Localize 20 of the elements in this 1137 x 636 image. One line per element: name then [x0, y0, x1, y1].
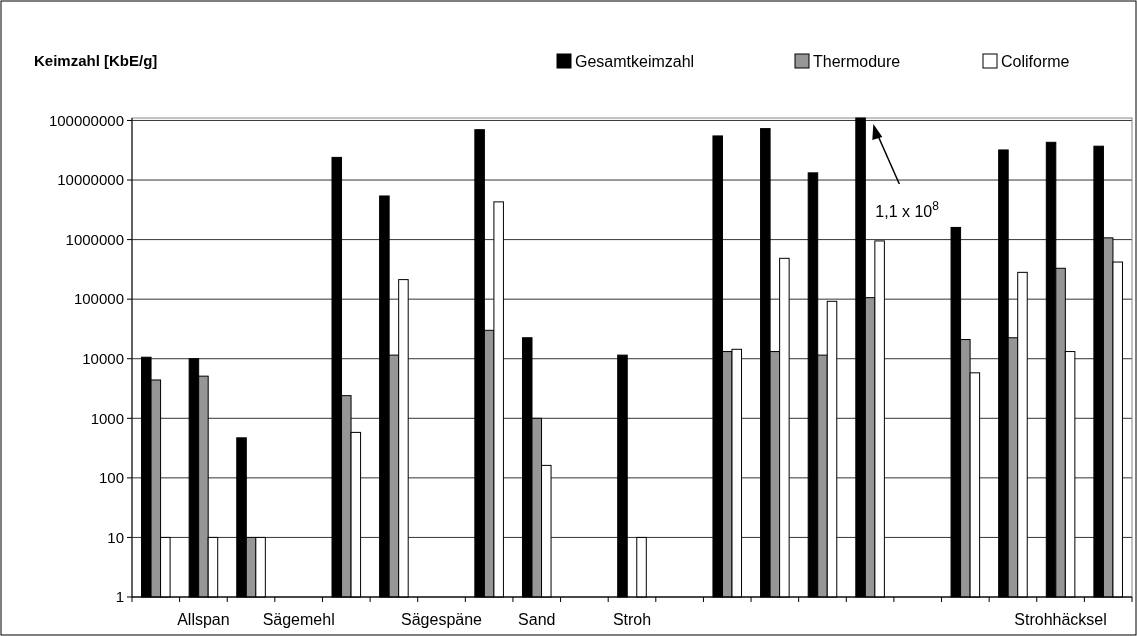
x-tick-label: Allspan	[177, 611, 230, 628]
y-tick-label: 10000000	[57, 171, 124, 189]
x-tick-label: Sand	[518, 611, 556, 628]
y-tick-label: 10	[107, 528, 124, 546]
x-tick-label: Sägemehl	[262, 611, 335, 628]
y-tick-label: 100000	[73, 290, 124, 308]
legend-label: Thermodure	[813, 53, 901, 70]
y-tick-label: 100	[98, 469, 124, 487]
legend-label: Coliforme	[1001, 53, 1070, 70]
y-tick-label: 1	[115, 588, 124, 606]
x-tick-label: Stroh	[612, 611, 652, 628]
annotation: 1,1 x 10$^{8}$	[875, 199, 940, 220]
y-tick-label: 1000	[90, 409, 124, 427]
legend-label: Gesamtkeimzahl	[575, 53, 695, 70]
y-tick-label: 1000000	[65, 230, 124, 248]
x-tick-label: Strohhäcksel	[1014, 611, 1107, 628]
y-tick-label: 10000	[82, 349, 124, 367]
y-tick-label: 100000000	[48, 111, 124, 129]
x-tick-label: Sägespäne	[401, 611, 483, 628]
y-axis-title: Keimzahl [KbE/g]	[34, 52, 158, 69]
